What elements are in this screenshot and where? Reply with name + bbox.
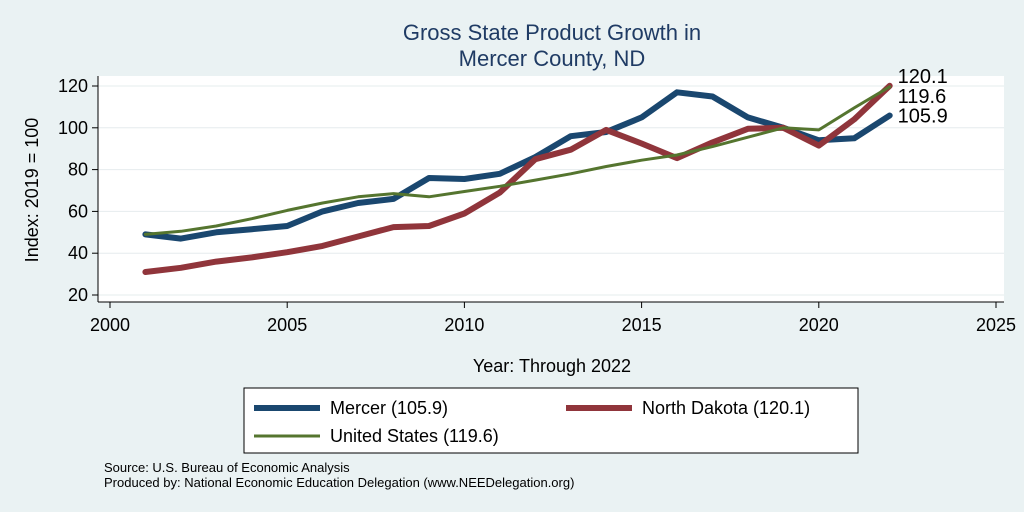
y-tick-label: 120	[58, 76, 88, 96]
y-tick-label: 80	[68, 160, 88, 180]
end-label-mercer: 105.9	[898, 105, 948, 127]
x-tick-label: 2000	[90, 315, 130, 335]
x-tick-label: 2005	[267, 315, 307, 335]
x-axis-label: Year: Through 2022	[473, 356, 631, 376]
y-tick-label: 100	[58, 118, 88, 138]
x-tick-label: 2010	[444, 315, 484, 335]
series-line-north-dakota	[142, 82, 893, 275]
chart-title-line-1: Gross State Product Growth in	[403, 20, 701, 45]
series-line-united-states	[143, 85, 892, 236]
legend-box	[243, 387, 859, 454]
y-axis-label: Index: 2019 = 100	[22, 118, 42, 263]
produced-by-note: Produced by: National Economic Education…	[104, 475, 574, 490]
x-tick-label: 2015	[622, 315, 662, 335]
x-tick-label: 2020	[799, 315, 839, 335]
y-tick-label: 60	[68, 201, 88, 221]
legend-label-mercer: Mercer (105.9)	[330, 398, 448, 418]
legend: Mercer (105.9) North Dakota (120.1) United…	[254, 398, 810, 446]
legend-label-north-dakota: North Dakota (120.1)	[642, 398, 810, 418]
y-tick-label: 40	[68, 243, 88, 263]
x-tick-label: 2025	[976, 315, 1016, 335]
end-label-united-states: 119.6	[898, 86, 947, 108]
end-label-north-dakota: 120.1	[898, 66, 948, 88]
plot-area	[98, 76, 1004, 302]
legend-label-united-states: United States (119.6)	[330, 426, 499, 446]
chart-title-line-2: Mercer County, ND	[459, 46, 646, 71]
series-lines	[142, 82, 893, 275]
grid-lines	[98, 85, 1004, 296]
y-tick-label: 20	[68, 285, 88, 305]
axes: 20 40 60 80 100 120 2000 2005 2010 2015 2020 2025	[58, 76, 1016, 335]
series-line-mercer	[142, 89, 893, 242]
source-note: Source: U.S. Bureau of Economic Analysis	[104, 460, 350, 475]
